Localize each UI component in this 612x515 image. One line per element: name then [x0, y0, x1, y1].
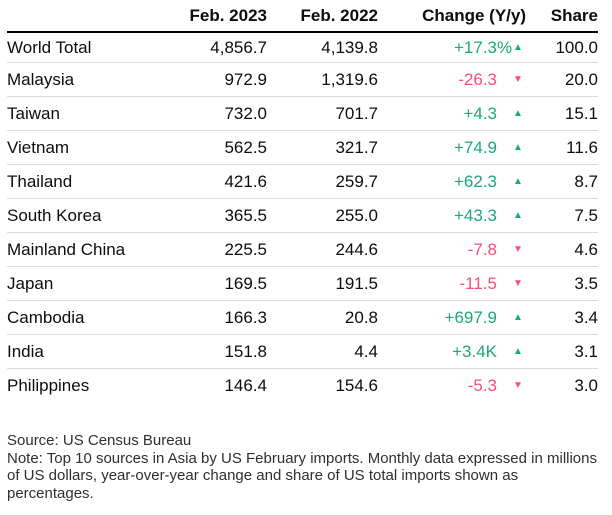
country-label: India	[7, 341, 44, 361]
trend-arrow-icon: ▲	[513, 142, 523, 153]
country-label: Vietnam	[7, 137, 70, 157]
country-label: Cambodia	[7, 307, 85, 327]
share-value: 100.0	[555, 37, 598, 57]
share-value: 11.6	[566, 137, 598, 157]
feb-2022-value: 154.6	[335, 375, 378, 395]
change-value: -26.3	[458, 69, 497, 89]
trend-arrow-icon: ▲	[513, 176, 523, 187]
feb-2022-value: 191.5	[335, 273, 378, 293]
trend-arrow-icon: ▲	[513, 312, 523, 323]
trend-arrow-icon: ▼	[513, 278, 523, 289]
change-value: +74.9	[453, 137, 497, 157]
country-label: Malaysia	[7, 69, 75, 89]
table-row: Vietnam 562.5 321.7 +74.9 ▲ 11.6	[7, 130, 598, 164]
table-row: Cambodia 166.3 20.8 +697.9 ▲ 3.4	[7, 300, 598, 334]
change-value: -5.3	[467, 375, 497, 395]
trend-arrow-icon: ▼	[513, 74, 523, 85]
table-row: South Korea 365.5 255.0 +43.3 ▲ 7.5	[7, 198, 598, 232]
feb-2023-value: 146.4	[224, 375, 267, 395]
trend-arrow-icon: ▼	[513, 380, 523, 391]
change-value: +17.3	[453, 37, 497, 57]
imports-table: Feb. 2023 Feb. 2022 Change (Y/y) Share W…	[7, 0, 598, 402]
change-value: +697.9	[444, 307, 497, 327]
feb-2023-value: 972.9	[224, 69, 267, 89]
trend-arrow-icon: ▼	[513, 244, 523, 255]
share-value: 3.5	[574, 273, 598, 293]
table-row: Thailand 421.6 259.7 +62.3 ▲ 8.7	[7, 164, 598, 198]
table-row: Mainland China 225.5 244.6 -7.8 ▼ 4.6	[7, 232, 598, 266]
feb-2022-value: 244.6	[335, 239, 378, 259]
country-label: Thailand	[7, 171, 73, 191]
country-label: World Total	[7, 37, 92, 57]
share-value: 7.5	[574, 205, 598, 225]
feb-2022-value: 1,319.6	[321, 69, 378, 89]
source-line: Source: US Census Bureau	[7, 432, 192, 449]
header-feb-2023: Feb. 2023	[189, 5, 268, 25]
share-value: 3.0	[574, 375, 598, 395]
change-suffix: %	[497, 37, 513, 57]
feb-2023-value: 732.0	[224, 103, 267, 123]
header-change: Change (Y/y)	[422, 5, 526, 25]
feb-2023-value: 365.5	[224, 205, 267, 225]
feb-2023-value: 421.6	[224, 171, 267, 191]
trend-arrow-icon: ▲	[513, 42, 523, 53]
feb-2023-value: 151.8	[224, 341, 267, 361]
change-value: -11.5	[459, 273, 498, 293]
feb-2022-value: 4.4	[354, 341, 378, 361]
table-row: Malaysia 972.9 1,319.6 -26.3 ▼ 20.0	[7, 62, 598, 96]
feb-2022-value: 4,139.8	[321, 37, 378, 57]
share-value: 3.1	[574, 341, 598, 361]
feb-2022-value: 259.7	[335, 171, 378, 191]
footer: Source: US Census Bureau Note: Top 10 so…	[7, 432, 598, 502]
note-line: Note: Top 10 sources in Asia by US Febru…	[7, 449, 597, 502]
share-value: 8.7	[574, 171, 598, 191]
table-row: Japan 169.5 191.5 -11.5 ▼ 3.5	[7, 266, 598, 300]
change-value: -7.8	[467, 239, 497, 259]
trend-arrow-icon: ▲	[513, 346, 523, 357]
table-row: World Total 4,856.7 4,139.8 +17.3 % ▲ 10…	[7, 33, 598, 62]
change-value: +3.4K	[452, 341, 497, 361]
country-label: South Korea	[7, 205, 102, 225]
share-value: 4.6	[574, 239, 598, 259]
country-label: Philippines	[7, 375, 90, 395]
change-value: +62.3	[453, 171, 497, 191]
feb-2023-value: 4,856.7	[210, 37, 267, 57]
trend-arrow-icon: ▲	[513, 210, 523, 221]
country-label: Japan	[7, 273, 54, 293]
header-share: Share	[550, 5, 598, 25]
trend-arrow-icon: ▲	[513, 108, 523, 119]
country-label: Taiwan	[7, 103, 60, 123]
table-row: Taiwan 732.0 701.7 +4.3 ▲ 15.1	[7, 96, 598, 130]
feb-2022-value: 321.7	[335, 137, 378, 157]
table-row: India 151.8 4.4 +3.4K ▲ 3.1	[7, 334, 598, 368]
header-feb-2022: Feb. 2022	[300, 5, 379, 25]
change-value: +4.3	[463, 103, 497, 123]
feb-2023-value: 562.5	[224, 137, 267, 157]
feb-2022-value: 701.7	[335, 103, 378, 123]
table-header-row: Feb. 2023 Feb. 2022 Change (Y/y) Share	[7, 0, 598, 33]
table-row: Philippines 146.4 154.6 -5.3 ▼ 3.0	[7, 368, 598, 402]
share-value: 3.4	[574, 307, 598, 327]
share-value: 20.0	[564, 69, 598, 89]
change-value: +43.3	[453, 205, 497, 225]
country-label: Mainland China	[7, 239, 126, 259]
feb-2023-value: 169.5	[224, 273, 267, 293]
feb-2023-value: 166.3	[224, 307, 267, 327]
feb-2022-value: 255.0	[335, 205, 378, 225]
feb-2022-value: 20.8	[344, 307, 378, 327]
share-value: 15.1	[564, 103, 598, 123]
feb-2023-value: 225.5	[224, 239, 267, 259]
